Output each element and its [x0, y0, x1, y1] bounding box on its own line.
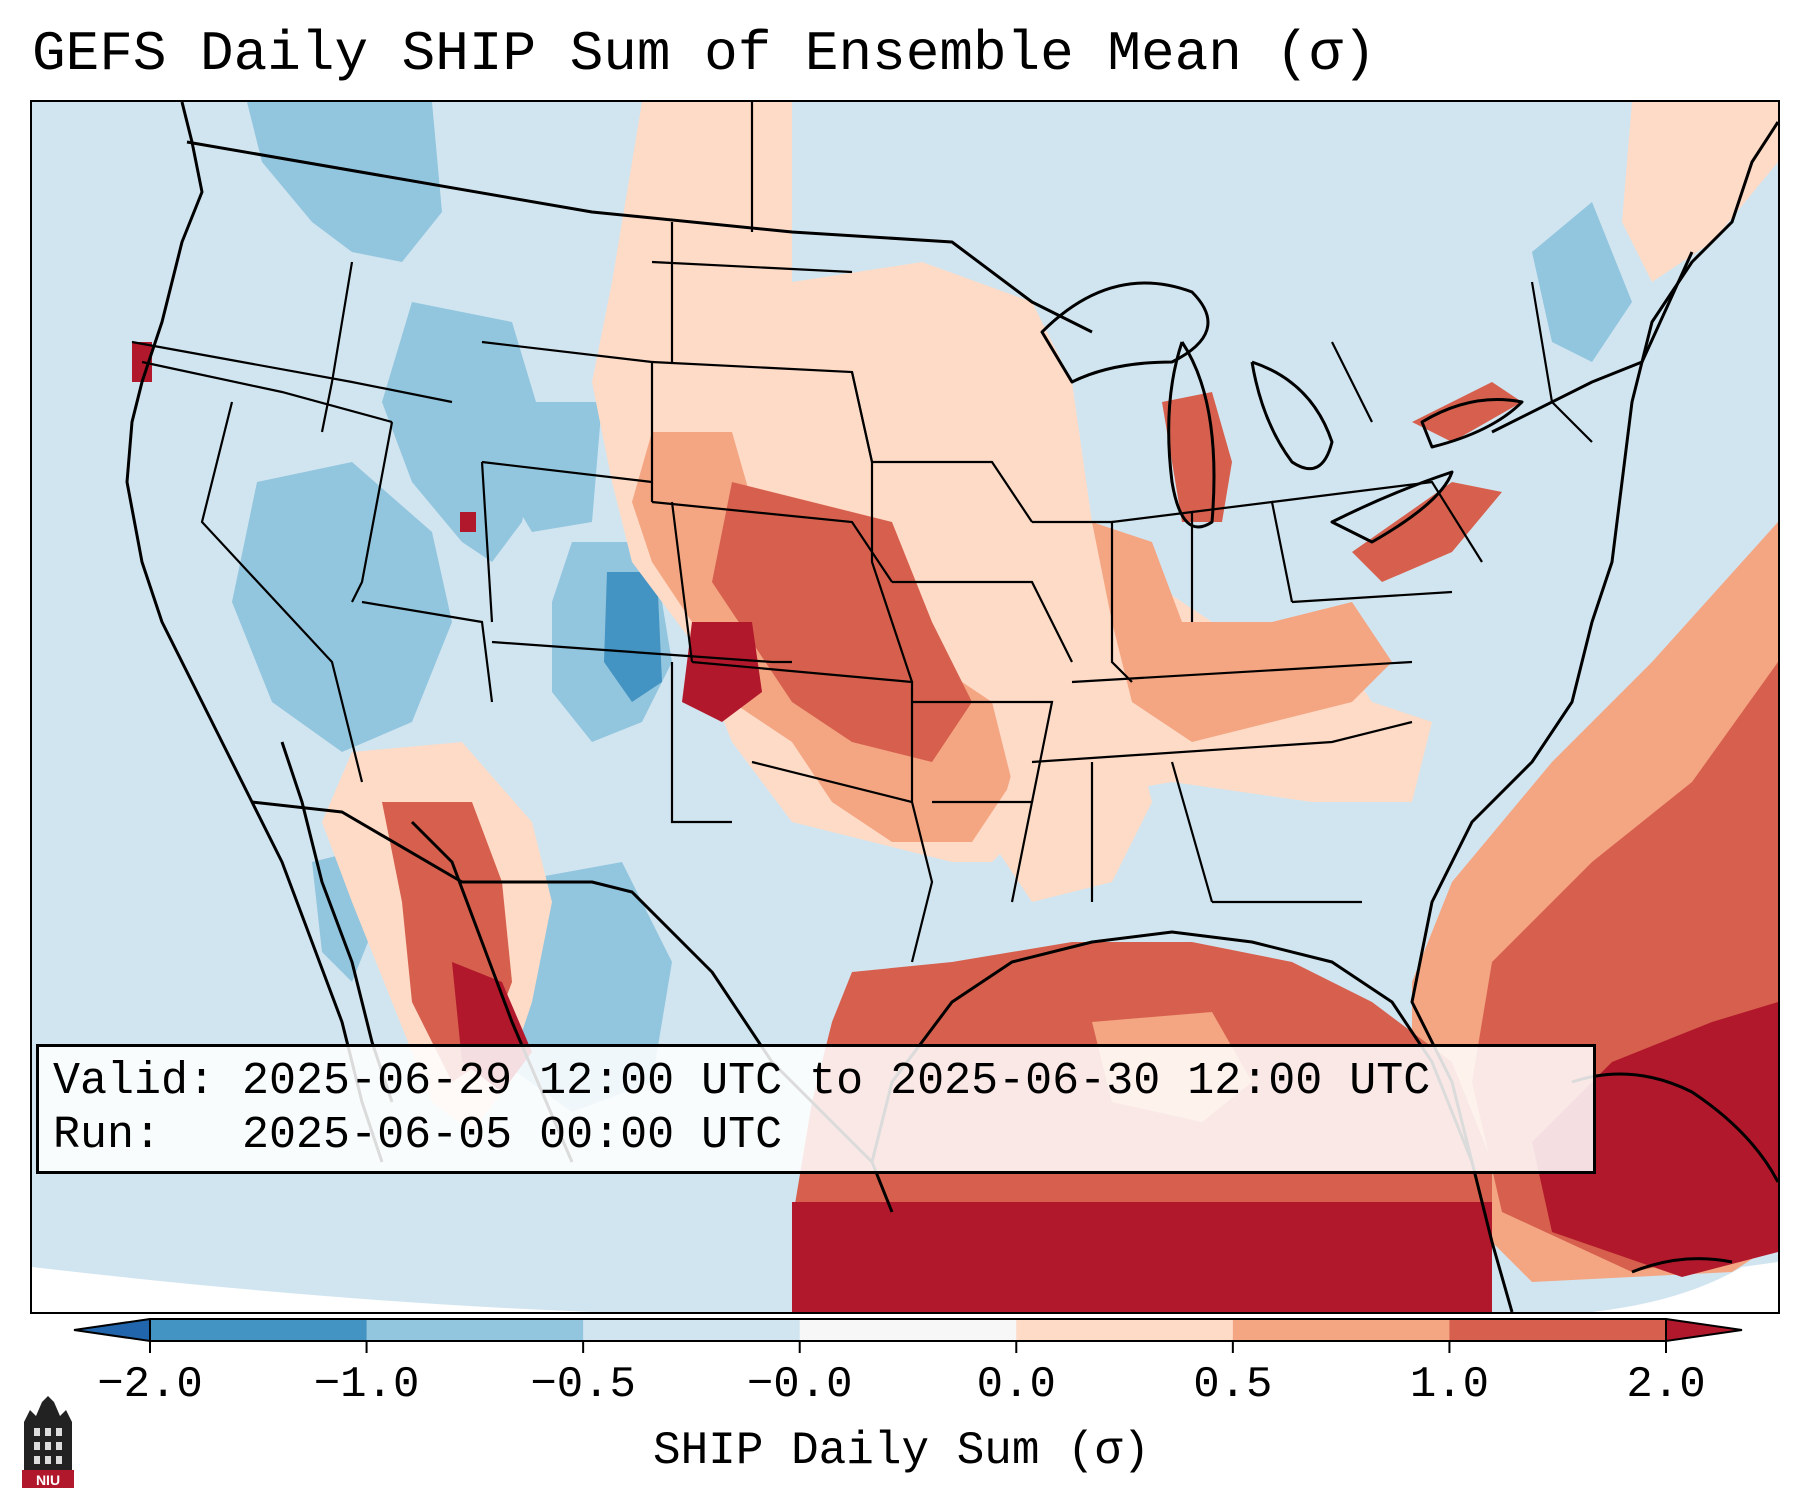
lake-huron	[1250, 360, 1334, 471]
colorbar-tick-label: 1.0	[1409, 1360, 1490, 1410]
colorado-kansas	[670, 501, 694, 663]
canada-us-border	[186, 140, 1093, 334]
run-value: 2025-06-05 00:00 UTC	[242, 1110, 783, 1161]
nevada-utah	[351, 421, 394, 603]
anomaly-ohio-valley	[1092, 522, 1392, 742]
colorbar-segment	[799, 1319, 1017, 1341]
projection-edge-right	[1592, 1262, 1778, 1312]
run-label: Run:	[53, 1110, 162, 1161]
valid-label: Valid:	[53, 1056, 216, 1107]
pennsylvania-ny	[1271, 480, 1483, 563]
logo-windows	[34, 1428, 62, 1464]
texas-panhandle	[670, 662, 732, 824]
run-row: Run: 2025-06-05 00:00 UTC	[53, 1109, 1593, 1163]
cuba-outline	[1571, 1072, 1778, 1183]
colorado-newmexico	[491, 640, 792, 664]
colorbar-tick-label: −0.0	[746, 1360, 853, 1410]
logo-band	[22, 1470, 74, 1488]
east-coastline	[1410, 121, 1778, 1163]
anomaly-lake-ontario	[1412, 382, 1522, 442]
valid-row: Valid: 2025-06-29 12:00 UTC to 2025-06-3…	[53, 1055, 1593, 1109]
nebraska-kansas	[651, 500, 893, 583]
anomaly-canada-east	[1622, 102, 1778, 282]
colorbar-label: SHIP Daily Sum (σ)	[653, 1425, 1150, 1477]
oregon-north	[131, 340, 453, 404]
anomaly-field	[132, 102, 1778, 1312]
anomaly-lake-erie	[1352, 482, 1502, 582]
anomaly-gulf-south	[792, 1202, 1492, 1312]
anomaly-lower-mississippi	[992, 702, 1152, 902]
anomaly-colorado-plains-max	[682, 622, 762, 722]
colorbar-segment	[150, 1319, 368, 1341]
colorbar-tick-label: 2.0	[1626, 1360, 1706, 1410]
chart-title: GEFS Daily SHIP Sum of Ensemble Mean (σ)	[32, 22, 1377, 86]
nd-sd-line	[651, 260, 853, 274]
new-england	[1530, 281, 1593, 443]
alabama-georgia	[1170, 761, 1214, 903]
missouri-arkansas	[912, 700, 1054, 803]
colorbar-tick-label: −1.0	[313, 1360, 420, 1410]
utah-arizona	[361, 600, 494, 703]
california-nevada	[200, 401, 364, 783]
colorbar-tick-label: 0.0	[976, 1360, 1056, 1410]
idaho-west	[320, 261, 354, 433]
tennessee-south	[1031, 720, 1413, 764]
niu-logo-icon: NIU	[22, 1396, 74, 1488]
colorbar-tick-label: 0.5	[1193, 1360, 1273, 1410]
anomaly-caribbean-max	[1532, 1002, 1778, 1277]
anomaly-nevada	[232, 462, 452, 752]
valid-value: 2025-06-29 12:00 UTC to 2025-06-30 12:00…	[242, 1056, 1431, 1107]
colorbar-segment	[1232, 1319, 1450, 1341]
colorbar-ticks	[149, 1341, 1667, 1353]
lake-superior	[1040, 281, 1210, 384]
state-borders	[131, 102, 1593, 963]
illinois-indiana	[1032, 520, 1133, 683]
pa-maryland	[1291, 590, 1453, 604]
lake-erie	[1330, 470, 1454, 544]
anomaly-idaho	[382, 302, 542, 562]
texas-east	[751, 760, 934, 963]
colorbar-tick-label: −2.0	[97, 1360, 203, 1410]
minnesota-iowa	[850, 371, 914, 683]
colorbar-segments	[73, 1318, 1743, 1343]
colorbar-over-extend	[1665, 1318, 1743, 1343]
projection-edge	[32, 1267, 592, 1312]
wyoming-colorado	[481, 460, 653, 484]
colorbar-segment	[366, 1319, 584, 1341]
colorbar-segment	[583, 1319, 801, 1341]
iowa-north	[872, 460, 1033, 523]
anomaly-pacific-northwest	[247, 102, 442, 262]
colorbar-outline	[149, 1318, 1667, 1342]
utah-colorado	[480, 461, 494, 623]
arkansas-louisiana	[932, 800, 1034, 903]
kentucky-tennessee	[1071, 660, 1413, 684]
colorbar-segment	[1449, 1319, 1667, 1341]
anomaly-utah-dot	[460, 512, 476, 532]
lake-ontario	[1420, 398, 1524, 449]
oregon-south	[141, 360, 393, 424]
colorbar-under-extend	[73, 1318, 151, 1343]
canada-us-border-east	[1491, 251, 1694, 434]
anomaly-colorado-core	[604, 572, 662, 702]
west-coastline	[125, 102, 384, 1163]
anomaly-plains-strong	[712, 482, 972, 762]
colorbar-tick-label: −0.5	[530, 1360, 636, 1410]
iowa-missouri	[892, 580, 1073, 663]
hispaniola-outline	[1631, 1257, 1733, 1274]
colorbar-segment	[1016, 1319, 1234, 1341]
colorbar	[73, 1318, 1743, 1353]
anomaly-wyoming	[502, 402, 602, 532]
logo-text: NIU	[36, 1472, 60, 1488]
michigan-ohio	[1331, 341, 1373, 423]
anomaly-new-england	[1532, 202, 1632, 362]
valid-run-box: Valid: 2025-06-29 12:00 UTC to 2025-06-3…	[36, 1044, 1596, 1174]
